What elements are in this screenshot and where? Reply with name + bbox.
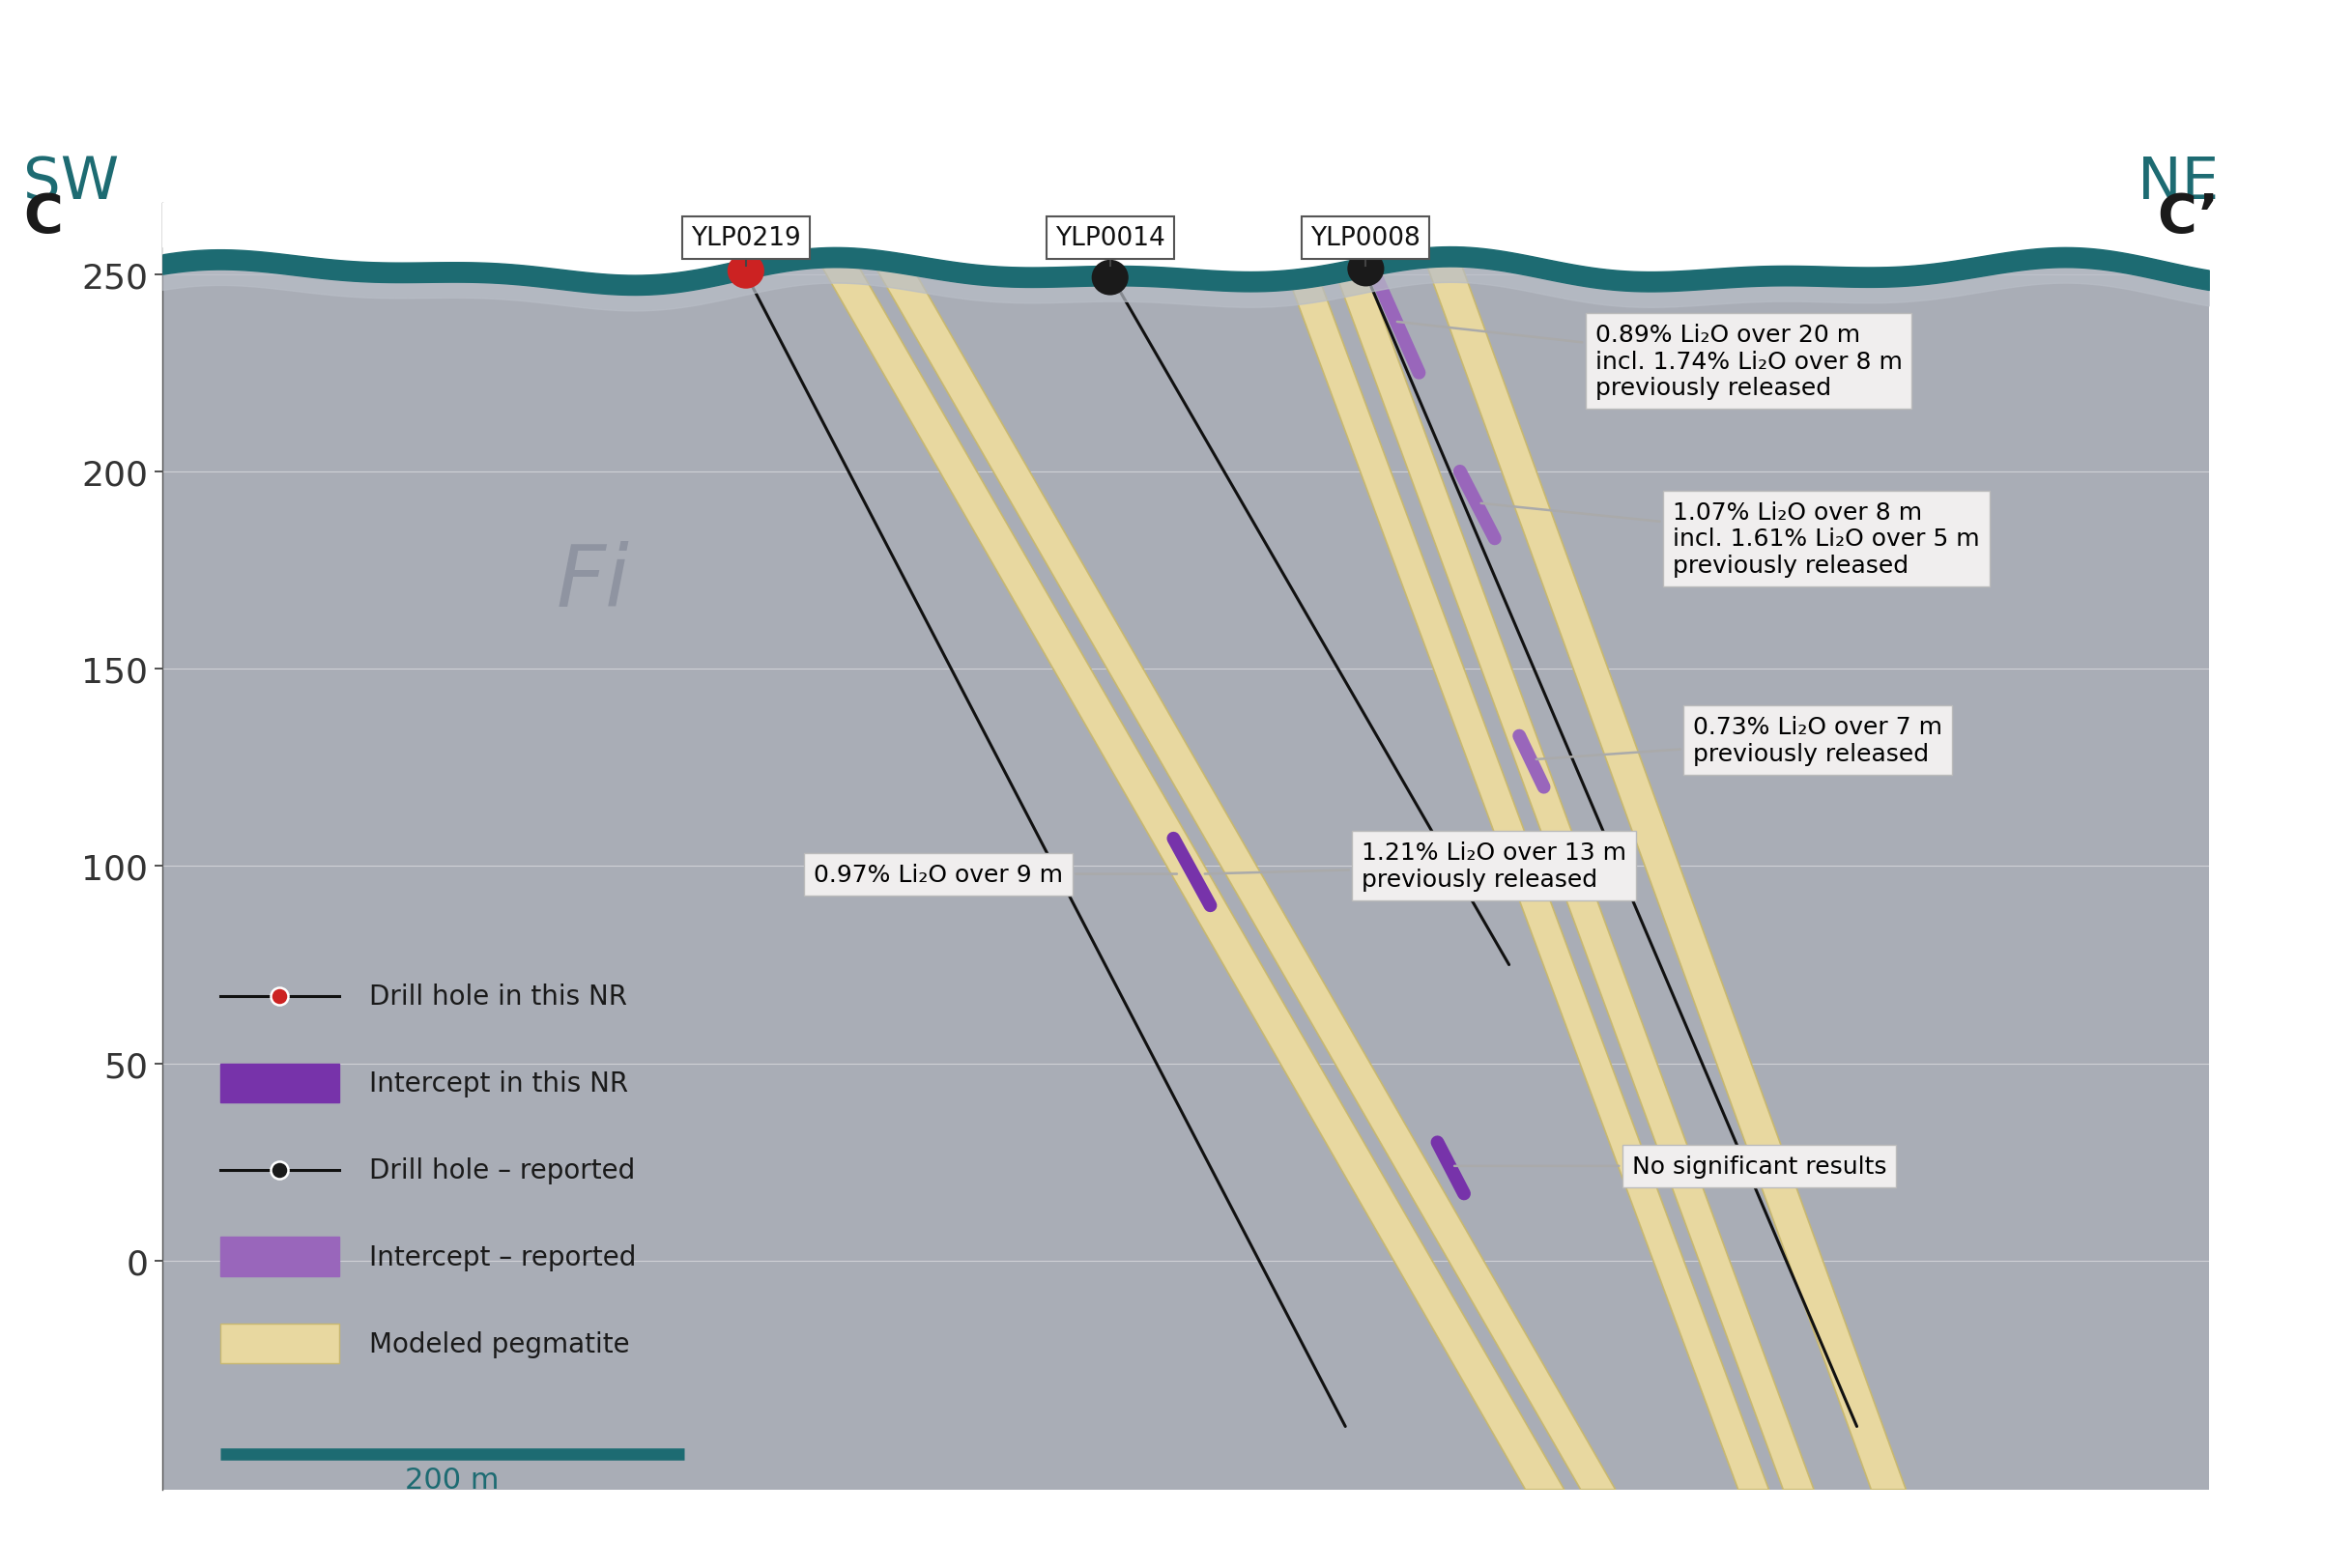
Text: NE: NE <box>2137 155 2218 212</box>
Polygon shape <box>821 267 1565 1490</box>
Bar <box>221 1063 339 1102</box>
Text: C’: C’ <box>2158 191 2218 243</box>
Text: Intercept – reported: Intercept – reported <box>370 1243 637 1270</box>
Polygon shape <box>874 267 1616 1490</box>
Bar <box>221 1323 339 1364</box>
Text: 0.73% Li₂O over 7 m
previously released: 0.73% Li₂O over 7 m previously released <box>1537 715 1941 765</box>
Text: 0.97% Li₂O over 9 m: 0.97% Li₂O over 9 m <box>814 862 1176 886</box>
Text: YLP0219: YLP0219 <box>691 226 800 251</box>
Text: 1.21% Li₂O over 13 m
previously released: 1.21% Li₂O over 13 m previously released <box>1204 842 1628 892</box>
Polygon shape <box>1332 267 1814 1490</box>
Text: SW: SW <box>23 155 119 212</box>
Ellipse shape <box>1093 260 1128 296</box>
Bar <box>221 1237 339 1276</box>
Ellipse shape <box>728 254 765 290</box>
Text: Drill hole in this NR: Drill hole in this NR <box>370 983 628 1010</box>
Polygon shape <box>1283 267 1769 1490</box>
Text: C: C <box>23 191 63 243</box>
Text: 0.89% Li₂O over 20 m
incl. 1.74% Li₂O over 8 m
previously released: 0.89% Li₂O over 20 m incl. 1.74% Li₂O ov… <box>1397 323 1902 400</box>
Text: Fi: Fi <box>556 541 630 624</box>
Polygon shape <box>1428 267 1906 1490</box>
Text: 1.07% Li₂O over 8 m
incl. 1.61% Li₂O over 5 m
previously released: 1.07% Li₂O over 8 m incl. 1.61% Li₂O ove… <box>1481 500 1979 577</box>
Text: 200 m: 200 m <box>405 1466 500 1494</box>
Text: YLP0008: YLP0008 <box>1311 226 1421 251</box>
Ellipse shape <box>1348 252 1383 287</box>
Text: Intercept in this NR: Intercept in this NR <box>370 1069 628 1098</box>
Text: Drill hole – reported: Drill hole – reported <box>370 1157 635 1184</box>
Text: YLP0014: YLP0014 <box>1056 226 1165 251</box>
Text: Modeled pegmatite: Modeled pegmatite <box>370 1330 630 1358</box>
Text: No significant results: No significant results <box>1455 1154 1886 1178</box>
